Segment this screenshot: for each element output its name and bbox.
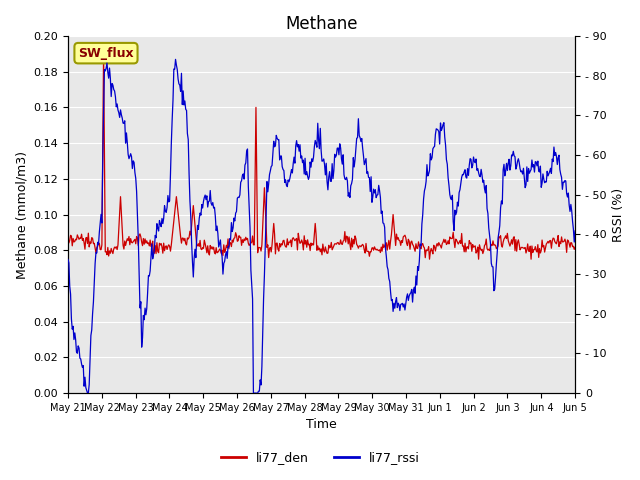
Legend: li77_den, li77_rssi: li77_den, li77_rssi (216, 446, 424, 469)
Title: Methane: Methane (285, 15, 358, 33)
Y-axis label: Methane (mmol/m3): Methane (mmol/m3) (15, 151, 28, 278)
X-axis label: Time: Time (306, 419, 337, 432)
Y-axis label: RSSI (%): RSSI (%) (612, 188, 625, 241)
Text: SW_flux: SW_flux (78, 47, 134, 60)
